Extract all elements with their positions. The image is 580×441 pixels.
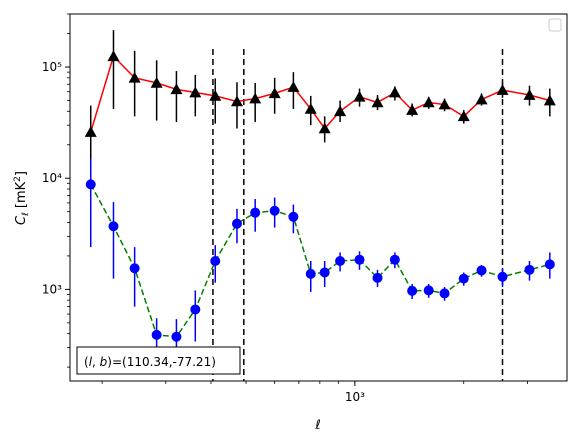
series-1-point-24 [523,89,536,100]
series-2-point-1 [85,179,96,190]
series-2-point-25 [544,259,555,270]
series-1-point-9 [249,92,262,104]
series-2-point-3 [129,263,140,274]
series-1-point-1 [84,126,97,137]
series-1-point-25 [543,94,556,106]
series-1-point-10 [268,87,281,99]
series-2-point-13 [319,267,330,278]
series-1-point-18 [406,104,419,115]
series-2-point-16 [372,272,383,283]
series-2-point-19 [423,285,434,296]
series-2-point-12 [305,268,316,279]
series-1-point-19 [422,96,435,108]
series-1-point-23 [496,84,509,95]
y-axis-label: Cℓ [mK2] [13,171,31,225]
series-2-point-2 [108,221,119,232]
series-1-point-3 [128,71,141,83]
series-2-point-11 [288,211,299,222]
series-2-point-6 [190,304,201,315]
plot-frame [69,13,568,382]
series-2-point-8 [231,218,242,229]
series-2-point-5 [171,331,182,342]
series-2-point-22 [476,265,487,276]
series-1-point-16 [371,96,384,108]
legend-box [548,18,562,32]
series-1-point-6 [189,86,202,98]
series-2-point-20 [439,288,450,299]
series-1-point-14 [334,105,347,117]
series-2-point-15 [354,254,365,265]
series-2-point-10 [269,205,280,216]
series-1-point-8 [230,95,243,107]
series-1-point-22 [475,93,488,105]
series-1-point-4 [150,76,163,88]
series-2-point-17 [389,254,400,265]
y-tick-label-2: 10⁴ [42,171,62,185]
series-1-point-11 [287,81,300,92]
series-2-point-18 [407,285,418,296]
series-2-point-9 [250,207,261,218]
series-1-point-5 [170,83,183,95]
series-1-point-13 [318,122,331,134]
series-1-point-2 [107,50,120,62]
y-tick-label-1: 10³ [42,282,62,296]
series-1-point-15 [353,90,366,102]
y-tick-label-3: 10⁵ [42,60,62,74]
series-1-point-17 [388,86,401,98]
series-1-point-21 [457,110,470,122]
series-1-point-20 [438,98,451,110]
series-2-point-23 [497,271,508,282]
series-2-point-24 [524,264,535,275]
series-1-point-7 [209,89,222,101]
series-2-point-21 [458,273,469,284]
annotation-text: (l, b)=(110.34,-77.21) [84,355,216,369]
x-tick-label-1: 10³ [345,390,365,404]
series-2-point-14 [335,256,346,267]
series-2-point-4 [151,329,162,340]
annotation-box: (l, b)=(110.34,-77.21) [76,346,241,375]
plot-area [70,14,567,381]
series-2-point-7 [210,256,221,267]
x-axis-label: ℓ [314,418,320,433]
series-1-point-12 [304,102,317,114]
